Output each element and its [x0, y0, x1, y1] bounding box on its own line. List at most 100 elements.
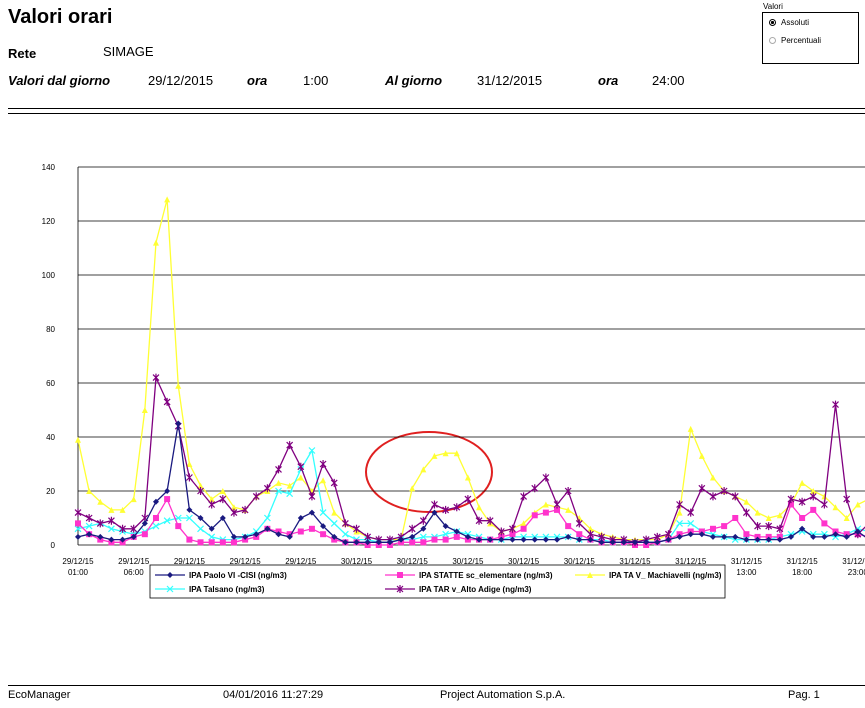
radio-option[interactable]: Assoluti — [769, 18, 809, 27]
point — [141, 531, 148, 538]
point — [542, 473, 550, 482]
point — [97, 533, 104, 540]
point — [721, 533, 728, 540]
point — [487, 536, 494, 543]
point — [587, 525, 594, 532]
point — [565, 506, 572, 513]
series — [74, 373, 865, 547]
point — [854, 501, 861, 508]
x-tick-label: 31/12/15 18:00 — [787, 557, 819, 577]
point — [698, 531, 705, 538]
radio-label: Assoluti — [781, 18, 810, 27]
point — [419, 533, 427, 541]
point — [219, 515, 226, 521]
point — [453, 528, 460, 535]
point — [520, 492, 528, 501]
point — [119, 536, 126, 543]
point — [208, 500, 216, 509]
point — [341, 530, 349, 538]
point — [464, 495, 472, 504]
y-tick-label: 100 — [42, 271, 56, 280]
point — [431, 452, 438, 459]
report-title: Valori orari — [8, 6, 113, 28]
footer-app: EcoManager — [8, 689, 71, 701]
y-tick-label: 120 — [42, 217, 56, 226]
point — [564, 487, 572, 495]
point — [832, 400, 839, 409]
radio-label: Percentuali — [781, 36, 822, 45]
value: 31/12/2015 — [477, 73, 543, 88]
y-tick-label: 0 — [51, 541, 56, 550]
point — [643, 539, 650, 546]
point — [632, 539, 638, 546]
point — [687, 425, 694, 432]
point — [208, 539, 215, 546]
point — [396, 585, 404, 593]
radio[interactable] — [769, 19, 776, 26]
point — [743, 536, 750, 543]
point — [676, 500, 683, 509]
point — [565, 533, 572, 540]
point — [475, 516, 483, 525]
point — [119, 524, 126, 533]
point — [431, 509, 438, 516]
point — [709, 525, 716, 532]
point — [308, 447, 316, 454]
point — [419, 516, 427, 525]
point — [330, 478, 338, 487]
point — [342, 539, 349, 546]
point — [175, 382, 182, 389]
point — [320, 523, 327, 530]
point — [208, 533, 216, 541]
point — [832, 504, 839, 511]
point — [687, 508, 695, 517]
legend-label: IPA TA V_ Machiavelli (ng/m3) — [609, 571, 722, 580]
point — [331, 533, 338, 540]
legend-label: IPA STATTE sc_elementare (ng/m3) — [419, 571, 553, 580]
point — [654, 539, 661, 546]
point — [587, 536, 594, 543]
radio-option[interactable]: Percentuali — [769, 36, 821, 45]
value: 1:00 — [303, 73, 329, 88]
label: Al giorno — [385, 73, 443, 88]
point — [130, 496, 137, 503]
point — [542, 501, 549, 508]
point — [186, 536, 193, 543]
point — [776, 512, 783, 519]
radio[interactable] — [769, 37, 776, 44]
point — [230, 533, 237, 540]
point — [486, 516, 494, 525]
point — [152, 373, 160, 382]
point — [598, 539, 605, 546]
point — [810, 533, 817, 540]
point — [531, 512, 538, 519]
point — [152, 498, 159, 505]
point — [74, 525, 82, 533]
point — [743, 498, 750, 505]
point — [85, 514, 93, 522]
options-box: Assoluti Percentuali — [762, 12, 859, 64]
point — [152, 239, 159, 246]
point — [219, 539, 226, 546]
point — [197, 539, 204, 546]
point — [732, 533, 739, 540]
point — [297, 528, 304, 535]
point — [798, 497, 806, 506]
y-tick-label: 60 — [46, 379, 55, 388]
point — [531, 536, 538, 543]
point — [787, 501, 794, 508]
x-tick-label: 29/12/15 06:00 — [118, 557, 150, 577]
legend-label: IPA Paolo VI -CISI (ng/m3) — [189, 571, 287, 580]
point — [152, 522, 160, 530]
point — [130, 533, 137, 540]
point — [843, 515, 850, 521]
label: Valori dal giorno — [8, 73, 111, 88]
legend-label: IPA TAR v_Alto Adige (ng/m3) — [419, 585, 532, 594]
point — [75, 533, 81, 540]
point — [765, 515, 772, 521]
point — [609, 539, 616, 546]
label: Rete — [8, 46, 37, 61]
point — [398, 536, 405, 543]
point — [275, 465, 282, 474]
point — [75, 436, 81, 443]
